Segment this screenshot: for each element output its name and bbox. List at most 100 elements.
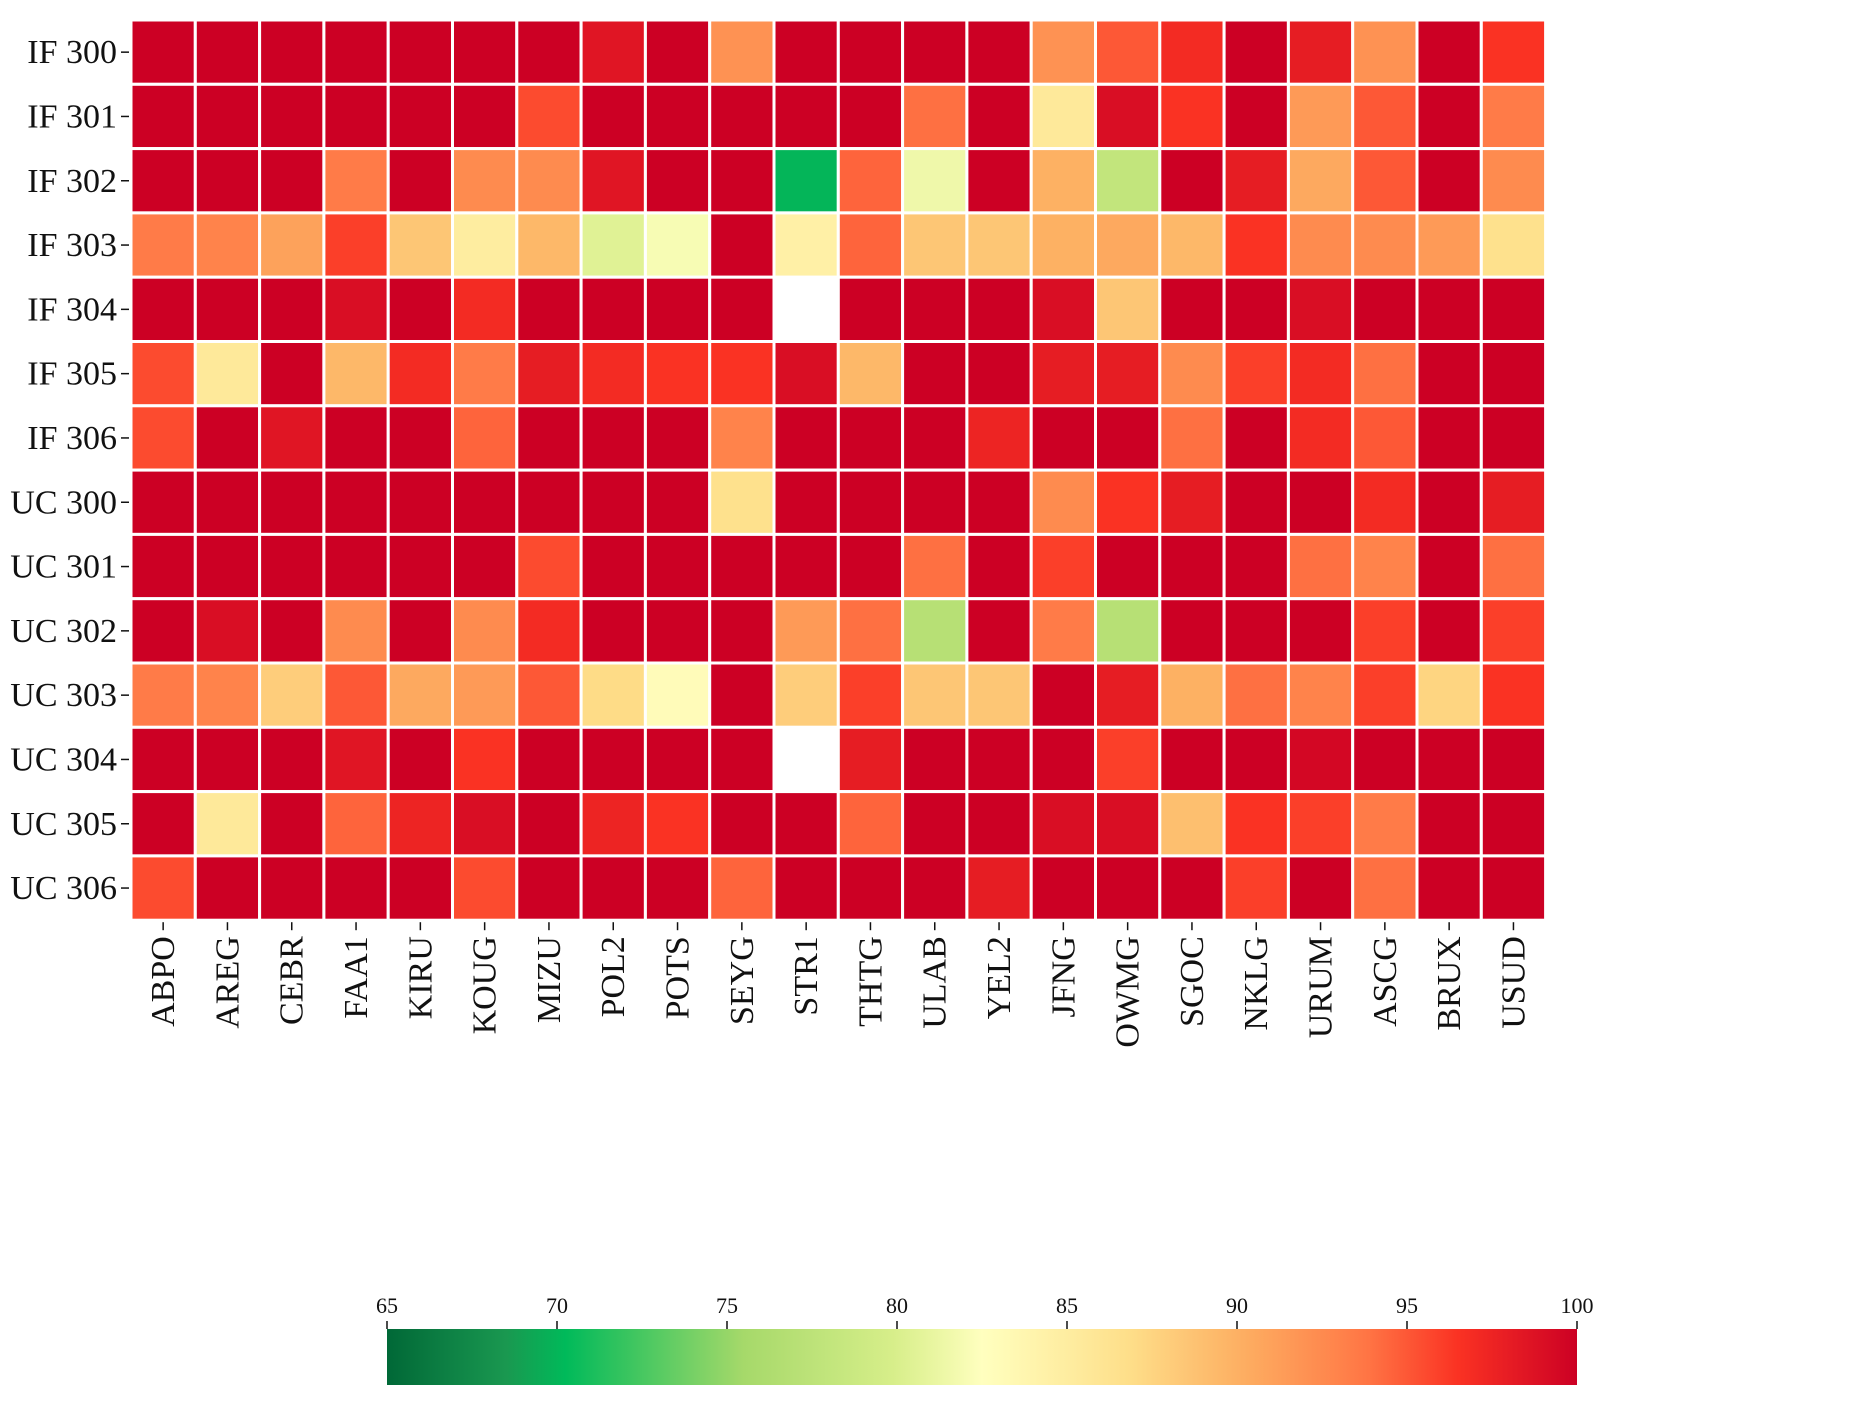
heatmap-cell	[708, 18, 776, 86]
heatmap-cell	[1286, 597, 1355, 665]
heatmap-cell	[772, 532, 840, 601]
heatmap-cell	[451, 404, 519, 472]
heatmap-cell	[901, 661, 969, 729]
heatmap-cell	[386, 790, 455, 858]
heatmap-cell	[1094, 404, 1162, 472]
heatmap-cell	[1479, 211, 1548, 279]
column-label: ASCG	[1367, 936, 1404, 1027]
heatmap-cell	[643, 275, 712, 344]
heatmap-cell	[451, 790, 519, 858]
column-label: SEYG	[724, 936, 761, 1025]
heatmap-cell	[965, 18, 1033, 86]
colorbar-tick-label: 95	[1396, 1293, 1418, 1318]
colorbar-gradient	[387, 1329, 1577, 1385]
heatmap-cell	[515, 532, 583, 601]
heatmap-cell	[836, 275, 905, 344]
heatmap-cell	[708, 211, 776, 279]
row-label: IF 301	[27, 98, 117, 135]
heatmap-cell	[1415, 468, 1483, 536]
heatmap-cell	[515, 275, 583, 344]
heatmap-cell	[1351, 661, 1419, 729]
heatmap-cell	[579, 147, 647, 215]
heatmap-cell	[708, 468, 776, 536]
column-label: BRUX	[1431, 936, 1468, 1030]
heatmap-cell	[1286, 82, 1355, 151]
heatmap-cell	[1158, 597, 1226, 665]
heatmap-cell	[386, 82, 455, 151]
row-label: IF 306	[27, 420, 117, 457]
column-label: KOUG	[467, 936, 504, 1034]
heatmap-cell	[1286, 147, 1355, 215]
heatmap-cell	[579, 18, 647, 86]
heatmap-cell	[386, 211, 455, 279]
column-label: AREG	[209, 936, 246, 1029]
heatmap-cell	[836, 661, 905, 729]
heatmap-cell	[451, 147, 519, 215]
heatmap-cell	[193, 661, 262, 729]
heatmap-cell	[1415, 597, 1483, 665]
heatmap-cell	[129, 211, 197, 279]
heatmap-cell	[1286, 275, 1355, 344]
heatmap-cell	[579, 82, 647, 151]
heatmap-cell	[1094, 661, 1162, 729]
heatmap-cell	[1094, 82, 1162, 151]
row-label: UC 304	[10, 741, 117, 778]
heatmap-cell	[643, 340, 712, 408]
heatmap-cell	[579, 404, 647, 472]
heatmap-cell	[772, 147, 840, 215]
heatmap-cell	[515, 18, 583, 86]
heatmap-cell	[901, 404, 969, 472]
heatmap-cell	[1479, 790, 1548, 858]
heatmap-cell	[451, 661, 519, 729]
heatmap-cell	[515, 597, 583, 665]
heatmap-cell	[1351, 597, 1419, 665]
heatmap-cell	[772, 790, 840, 858]
heatmap-cell	[1415, 147, 1483, 215]
heatmap-cell	[258, 597, 326, 665]
heatmap-cell	[1158, 340, 1226, 408]
heatmap-cell	[1286, 790, 1355, 858]
heatmap-cell	[836, 790, 905, 858]
heatmap-cell	[643, 661, 712, 729]
heatmap-cell	[1479, 725, 1548, 794]
heatmap-cell	[708, 661, 776, 729]
column-label: STR1	[788, 936, 825, 1015]
heatmap-cell	[1029, 147, 1097, 215]
heatmap-cell	[322, 82, 390, 151]
heatmap-cell	[1158, 147, 1226, 215]
heatmap-cell	[322, 468, 390, 536]
heatmap-cell	[708, 404, 776, 472]
heatmap-cell	[193, 532, 262, 601]
heatmap-cell	[1415, 18, 1483, 86]
heatmap-cell	[322, 854, 390, 922]
heatmap-cell	[1029, 340, 1097, 408]
heatmap-cell	[129, 82, 197, 151]
heatmap-cell	[451, 597, 519, 665]
heatmap-cell	[451, 18, 519, 86]
heatmap-cell	[1158, 18, 1226, 86]
heatmap-cell	[965, 597, 1033, 665]
heatmap-cell	[322, 18, 390, 86]
heatmap-cell	[772, 597, 840, 665]
heatmap-cell	[129, 340, 197, 408]
heatmap-cell	[515, 404, 583, 472]
heatmap-cell	[772, 661, 840, 729]
row-label: UC 302	[10, 613, 117, 650]
heatmap-cell	[322, 211, 390, 279]
heatmap-cell	[1029, 661, 1097, 729]
colorbar-tick-label: 85	[1056, 1293, 1078, 1318]
heatmap-cell	[193, 340, 262, 408]
heatmap-cell	[1222, 275, 1290, 344]
heatmap-cell	[515, 854, 583, 922]
heatmap-cell	[193, 597, 262, 665]
heatmap-cell	[965, 725, 1033, 794]
heatmap-cell	[836, 404, 905, 472]
heatmap-cell	[579, 790, 647, 858]
heatmap-cell	[515, 661, 583, 729]
heatmap-cell	[258, 340, 326, 408]
heatmap-cell	[579, 275, 647, 344]
heatmap-cell	[708, 147, 776, 215]
heatmap-cell	[1415, 275, 1483, 344]
heatmap-cell	[965, 82, 1033, 151]
heatmap-cell	[579, 661, 647, 729]
